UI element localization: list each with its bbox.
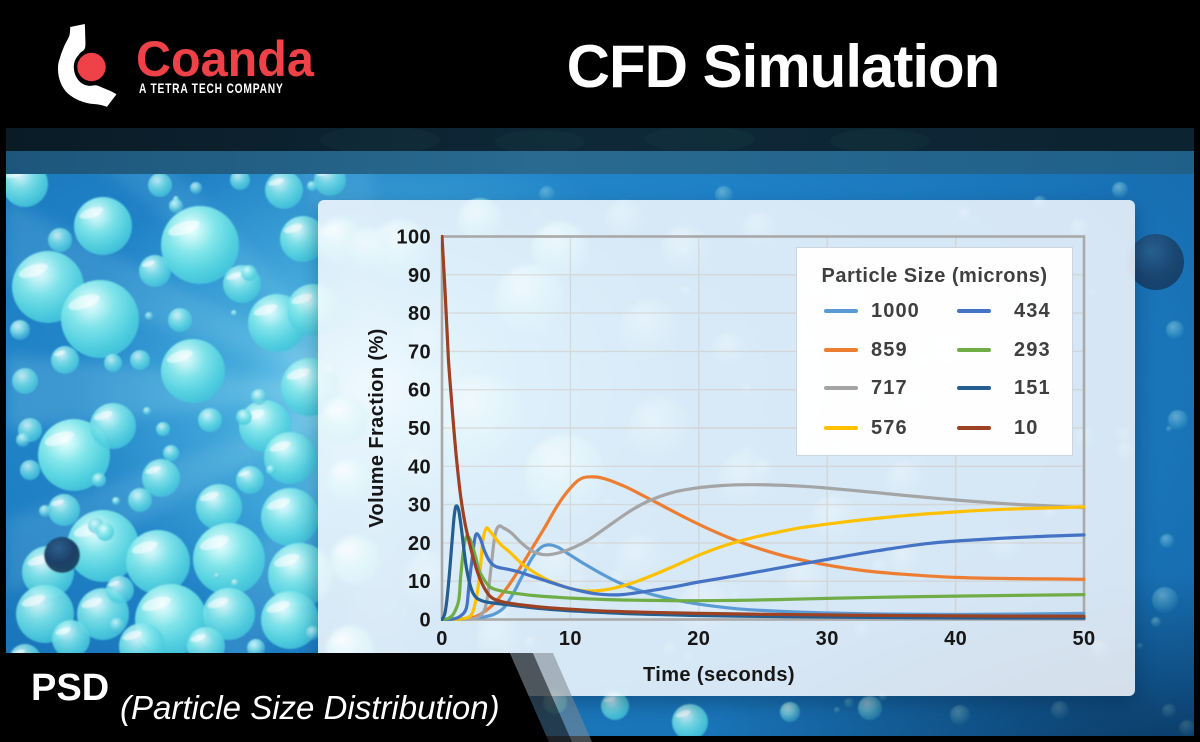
- svg-text:90: 90: [408, 265, 431, 287]
- svg-text:0: 0: [436, 628, 448, 650]
- svg-text:30: 30: [408, 495, 431, 517]
- svg-text:20: 20: [687, 628, 710, 650]
- svg-text:30: 30: [816, 628, 839, 650]
- svg-text:70: 70: [408, 341, 431, 363]
- svg-text:50: 50: [1072, 628, 1095, 650]
- svg-text:40: 40: [408, 456, 431, 478]
- svg-text:80: 80: [408, 303, 431, 325]
- svg-text:40: 40: [944, 628, 967, 650]
- svg-text:10: 10: [559, 628, 582, 650]
- svg-text:Volume Fraction (%): Volume Fraction (%): [366, 328, 388, 527]
- svg-text:50: 50: [408, 418, 431, 440]
- svg-text:Time (seconds): Time (seconds): [643, 664, 795, 686]
- svg-text:10: 10: [408, 571, 431, 593]
- svg-text:20: 20: [408, 533, 431, 555]
- svg-text:100: 100: [396, 227, 431, 249]
- svg-text:60: 60: [408, 380, 431, 402]
- svg-text:0: 0: [419, 610, 431, 632]
